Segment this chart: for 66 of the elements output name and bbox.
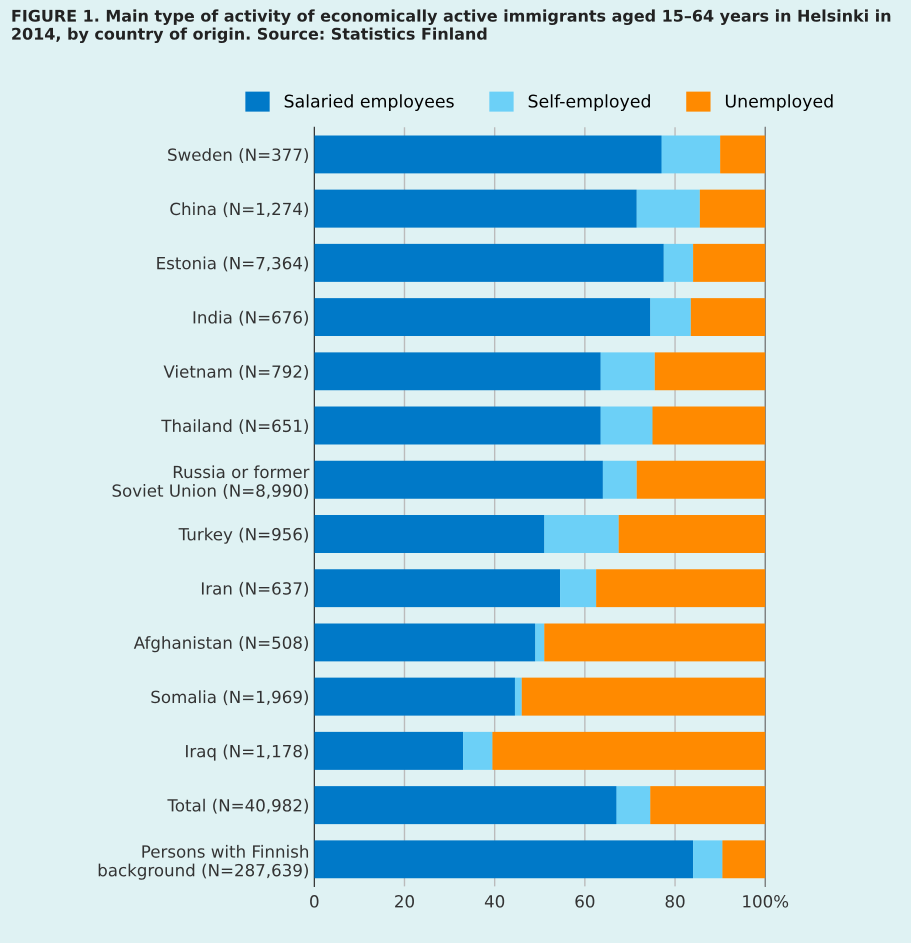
bar — [314, 460, 603, 499]
y-tick-label: Thailand (N=651) — [161, 419, 308, 434]
bar — [314, 406, 601, 445]
bar — [314, 623, 536, 662]
bar — [463, 732, 492, 770]
bar — [596, 569, 766, 608]
bar — [492, 732, 766, 770]
y-tick-label: Russia or former Soviet Union (N=8,990) — [112, 465, 310, 499]
bar — [314, 514, 544, 553]
bar — [314, 298, 650, 336]
bar — [650, 298, 691, 336]
x-tick-label: 20 — [395, 895, 414, 908]
x-tick-label: 60 — [575, 895, 594, 908]
bar — [650, 786, 766, 824]
y-tick-label: Iran (N=637) — [202, 582, 308, 597]
bar — [314, 352, 601, 390]
y-tick-label: Persons with Finnish background (N=287,639) — [98, 844, 308, 880]
legend-label: Salaried employees — [284, 94, 454, 112]
y-tick-label: China (N=1,274) — [170, 202, 308, 218]
bar — [700, 190, 766, 228]
bar — [314, 135, 662, 174]
bar — [722, 840, 766, 878]
y-tick-label: Iraq (N=1,178) — [186, 744, 308, 761]
bar — [514, 678, 522, 716]
bar — [720, 135, 766, 174]
x-tick-label: 100% — [743, 895, 788, 908]
bar — [544, 514, 619, 553]
bar — [314, 732, 464, 770]
bar — [618, 514, 766, 553]
bar — [544, 623, 766, 662]
x-tick-label: 40 — [484, 895, 504, 908]
y-tick-label: Afghanistan (N=508) — [134, 636, 308, 652]
y-tick-label: Sweden (N=377) — [168, 148, 308, 163]
bar — [314, 678, 515, 716]
y-tick-label: Estonia (N=7,364) — [157, 256, 308, 272]
y-tick-label: Somalia (N=1,969) — [151, 690, 308, 706]
bar — [314, 244, 664, 282]
bar — [662, 135, 720, 174]
bar — [602, 460, 637, 499]
bar — [636, 190, 700, 228]
bar — [616, 786, 650, 824]
bar — [314, 190, 637, 228]
bar — [535, 623, 544, 662]
bar — [314, 786, 616, 824]
bar — [690, 298, 766, 336]
x-tick-label: 80 — [666, 895, 685, 908]
x-tick-label: 0 — [310, 895, 318, 908]
bar — [522, 678, 766, 716]
bar — [654, 352, 766, 390]
bar — [600, 406, 653, 445]
y-tick-label: Vietnam (N=792) — [164, 364, 308, 380]
y-tick-label: India (N=676) — [194, 310, 308, 326]
bar — [652, 406, 766, 445]
legend-label: Unemployed — [726, 94, 833, 112]
y-tick-label: Total (N=40,982) — [167, 798, 308, 814]
bar — [636, 460, 766, 499]
bar — [693, 840, 722, 878]
y-tick-label: Turkey (N=956) — [178, 528, 308, 544]
bar — [600, 352, 655, 390]
bar — [314, 569, 560, 608]
chart-title: FIGURE 1. Main type of activity of economically active immigrants aged 15–64 years in Helsinki in 2014, by country of origin. Source: Statistics Finland — [12, 9, 890, 44]
legend-label: Self-employed — [528, 94, 650, 112]
bar — [664, 244, 694, 282]
bar — [314, 840, 694, 878]
bar — [693, 244, 766, 282]
bar — [560, 569, 596, 608]
